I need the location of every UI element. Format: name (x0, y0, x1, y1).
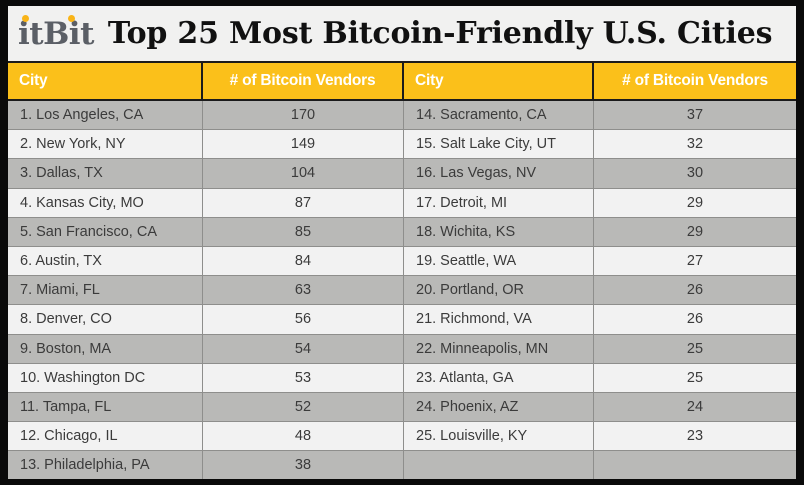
column-header-vendors-left: # of Bitcoin Vendors (203, 63, 404, 99)
cell-vendors-right: 30 (594, 159, 796, 188)
table-row: 9. Boston, MA 54 22. Minneapolis, MN 25 (8, 334, 796, 364)
table-row: 5. San Francisco, CA 85 18. Wichita, KS 29 (8, 217, 796, 247)
cell-city-right: 25. Louisville, KY (404, 422, 594, 451)
cell-vendors-left: 63 (203, 276, 404, 305)
column-header-city-right: City (404, 63, 594, 99)
table-row: 11. Tampa, FL 52 24. Phoenix, AZ 24 (8, 392, 796, 423)
cell-vendors-right: 26 (594, 305, 796, 334)
table-row: 1. Los Angeles, CA 170 14. Sacramento, CA 3… (8, 101, 796, 131)
cell-city-left: 11. Tampa, FL (8, 392, 203, 422)
table-row: 10. Washington DC 53 23. Atlanta, GA 25 (8, 363, 796, 393)
cell-city-right: 24. Phoenix, AZ (404, 392, 594, 422)
cell-vendors-left: 85 (203, 217, 404, 246)
column-header-city-left: City (8, 63, 203, 99)
cell-vendors-right: 32 (594, 130, 796, 159)
page-title: Top 25 Most Bitcoin-Friendly U.S. Cities (107, 15, 773, 51)
cell-vendors-right: 27 (594, 246, 796, 276)
cell-city-left: 5. San Francisco, CA (8, 217, 203, 246)
cell-city-right: 16. Las Vegas, NV (404, 159, 594, 188)
cell-vendors-right: 26 (594, 276, 796, 305)
cell-city-left: 7. Miami, FL (8, 276, 203, 305)
cell-vendors-left: 54 (203, 334, 404, 363)
cell-vendors-left: 53 (203, 363, 404, 392)
cell-vendors-left: 104 (203, 159, 404, 188)
cell-city-left: 1. Los Angeles, CA (8, 101, 203, 130)
logo-dot-i1-icon (22, 15, 29, 22)
cities-table: City # of Bitcoin Vendors City # of Bitc… (8, 63, 796, 480)
table-row: 4. Kansas City, MO 87 17. Detroit, MI 29 (8, 188, 796, 218)
cell-city-right: 15. Salt Lake City, UT (404, 130, 594, 159)
cell-vendors-right: 37 (594, 101, 796, 130)
cell-city-right: 20. Portland, OR (404, 276, 594, 305)
cell-vendors-left: 170 (203, 101, 404, 130)
cell-vendors-left: 149 (203, 130, 404, 159)
cell-vendors-right: 29 (594, 188, 796, 217)
table-row: 6. Austin, TX 84 19. Seattle, WA 27 (8, 246, 796, 277)
infographic-card: itBit Top 25 Most Bitcoin-Friendly U.S. … (8, 6, 796, 480)
cell-city-left: 2. New York, NY (8, 130, 203, 159)
cell-city-right: 14. Sacramento, CA (404, 101, 594, 130)
cell-city-left: 4. Kansas City, MO (8, 188, 203, 217)
cell-vendors-left: 38 (203, 451, 404, 480)
column-header-vendors-right: # of Bitcoin Vendors (594, 63, 796, 99)
table-body: 1. Los Angeles, CA 170 14. Sacramento, CA 3… (8, 101, 796, 480)
cell-city-left: 10. Washington DC (8, 363, 203, 392)
cell-vendors-left: 84 (203, 246, 404, 276)
cell-vendors-right: 23 (594, 422, 796, 451)
cell-vendors-right: 29 (594, 217, 796, 246)
cell-city-left: 3. Dallas, TX (8, 159, 203, 188)
logo-text: itBit (18, 16, 94, 52)
cell-city-right (404, 451, 594, 480)
table-row: 3. Dallas, TX 104 16. Las Vegas, NV 30 (8, 159, 796, 189)
table-row: 13. Philadelphia, PA 38 (8, 451, 796, 480)
cell-vendors-left: 48 (203, 422, 404, 451)
cell-vendors-left: 56 (203, 305, 404, 334)
cell-city-left: 6. Austin, TX (8, 246, 203, 276)
cell-city-right: 22. Minneapolis, MN (404, 334, 594, 363)
table-row: 8. Denver, CO 56 21. Richmond, VA 26 (8, 305, 796, 335)
table-header-row: City # of Bitcoin Vendors City # of Bitc… (8, 63, 796, 101)
cell-vendors-left: 52 (203, 392, 404, 422)
cell-city-right: 17. Detroit, MI (404, 188, 594, 217)
cell-vendors-right: 25 (594, 363, 796, 392)
cell-city-left: 13. Philadelphia, PA (8, 451, 203, 480)
cell-vendors-right: 24 (594, 392, 796, 422)
table-row: 7. Miami, FL 63 20. Portland, OR 26 (8, 276, 796, 306)
table-row: 2. New York, NY 149 15. Salt Lake City, UT… (8, 130, 796, 160)
cell-city-left: 8. Denver, CO (8, 305, 203, 334)
cell-city-right: 18. Wichita, KS (404, 217, 594, 246)
title-bar: itBit Top 25 Most Bitcoin-Friendly U.S. … (8, 6, 796, 63)
itbit-logo: itBit (18, 15, 94, 52)
logo-dot-i2-icon (68, 15, 75, 22)
cell-vendors-left: 87 (203, 188, 404, 217)
cell-vendors-right: 25 (594, 334, 796, 363)
cell-city-left: 9. Boston, MA (8, 334, 203, 363)
cell-vendors-right (594, 451, 796, 480)
table-row: 12. Chicago, IL 48 25. Louisville, KY 23 (8, 422, 796, 452)
cell-city-right: 19. Seattle, WA (404, 246, 594, 276)
cell-city-right: 21. Richmond, VA (404, 305, 594, 334)
cell-city-left: 12. Chicago, IL (8, 422, 203, 451)
cell-city-right: 23. Atlanta, GA (404, 363, 594, 392)
